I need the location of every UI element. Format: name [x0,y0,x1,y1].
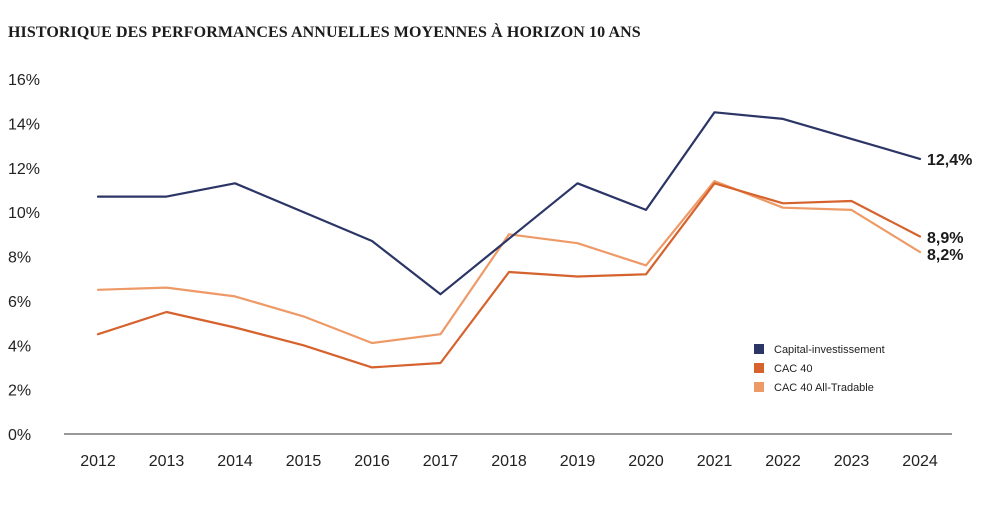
y-tick-label: 0% [8,427,31,444]
x-tick-label: 2022 [765,453,801,470]
series-line-0 [96,111,922,296]
y-tick-label: 2% [8,383,31,400]
legend-label: CAC 40 All-Tradable [774,382,874,394]
legend-swatch [754,344,764,354]
end-value-label: 8,2% [927,247,963,264]
legend-label: Capital-investissement [774,344,885,356]
x-tick-label: 2020 [628,453,664,470]
legend-swatch [754,363,764,373]
series-line-2 [96,180,922,345]
y-tick-label: 4% [8,338,31,355]
x-tick-label: 2021 [697,453,733,470]
legend: Capital-investissement CAC 40 CAC 40 All-T… [754,344,885,394]
x-tick-label: 2016 [354,453,390,470]
x-tick-label: 2013 [149,453,185,470]
series-line-1 [96,182,922,369]
legend-label: CAC 40 [774,363,813,375]
y-tick-label: 12% [8,161,40,178]
y-axis: 0% 2% 4% 6% 8% 10% 12% 14% 16% [8,72,40,444]
series-layer [96,111,922,369]
end-value-label: 12,4% [927,152,972,169]
x-tick-label: 2019 [560,453,596,470]
y-tick-label: 14% [8,116,40,133]
x-tick-label: 2015 [286,453,322,470]
x-tick-label: 2023 [834,453,870,470]
x-tick-label: 2017 [423,453,459,470]
x-tick-label: 2024 [902,453,938,470]
x-tick-label: 2012 [80,453,116,470]
y-tick-label: 6% [8,294,31,311]
y-tick-label: 16% [8,72,40,89]
y-tick-label: 10% [8,205,40,222]
end-labels: 12,4% 8,9%8,2% [927,152,972,264]
y-tick-label: 8% [8,250,31,267]
end-value-label: 8,9% [927,230,963,247]
chart-title: HISTORIQUE DES PERFORMANCES ANNUELLES MO… [8,24,641,41]
legend-swatch [754,382,764,392]
x-axis: 2012 2013 2014 2015 2016 2017 2018 2019 2020 2021… [80,453,938,470]
x-tick-label: 2014 [217,453,253,470]
x-tick-label: 2018 [491,453,527,470]
